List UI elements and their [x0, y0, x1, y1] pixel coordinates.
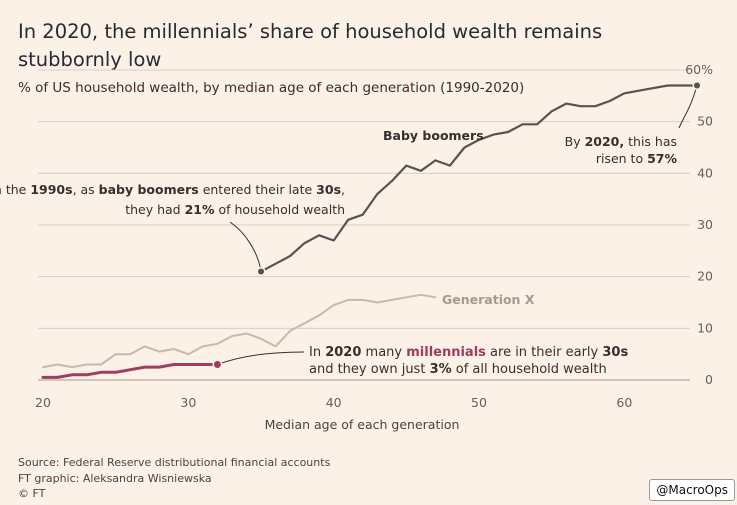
- boomers-series-label: Baby boomers: [383, 128, 484, 143]
- x-tick-label-50: 50: [471, 395, 487, 410]
- x-tick-label-30: 30: [180, 395, 196, 410]
- x-axis-label: Median age of each generation: [265, 417, 460, 432]
- genx-series-label: Generation X: [442, 292, 535, 307]
- x-axis-ticks: 20 30 40 50 60: [35, 395, 632, 410]
- x-tick-label-60: 60: [616, 395, 632, 410]
- boomers-start-marker: [256, 266, 266, 277]
- millennials-end-marker: [212, 359, 223, 370]
- y-tick-label-30: 30: [697, 217, 713, 232]
- boomers-1990s-leader: [229, 221, 262, 272]
- millennials-annotation-line2: and they own just 3% of all household we…: [309, 362, 607, 377]
- grid-lines: [38, 69, 690, 381]
- y-tick-label-40: 40: [697, 165, 713, 180]
- boomers-2020-annotation-line2: risen to 57%: [596, 151, 678, 166]
- boomers-1990s-annotation-line2: they had 21% of household wealth: [125, 202, 345, 217]
- series-line-baby-boomers: [259, 84, 699, 273]
- x-tick-label-20: 20: [35, 395, 51, 410]
- social-handle-badge: @MacroOps: [649, 479, 735, 501]
- y-tick-label-10: 10: [697, 320, 713, 335]
- y-tick-label-60: 60%: [685, 62, 713, 77]
- boomers-2020-annotation-line1: By 2020, this has: [565, 134, 677, 149]
- y-tick-label-50: 50: [697, 114, 713, 129]
- graphic-credit: FT graphic: Aleksandra Wisniewska: [18, 471, 212, 485]
- y-tick-label-0: 0: [705, 372, 713, 387]
- x-tick-label-40: 40: [326, 395, 342, 410]
- copyright: © FT: [18, 487, 46, 500]
- boomers-end-marker: [692, 80, 702, 91]
- chart-subtitle: % of US household wealth, by median age …: [18, 80, 525, 96]
- millennials-annotation-line1: In 2020 many millennials are in their ea…: [309, 345, 628, 360]
- series-lines: [41, 84, 699, 379]
- y-axis-ticks: 0 10 20 30 40 50 60%: [685, 62, 713, 387]
- series-line-generation-x: [42, 293, 437, 369]
- boomers-2020-leader: [678, 85, 698, 129]
- chart-title: In 2020, the millennials’ share of house…: [18, 20, 603, 71]
- boomers-1990s-annotation-line1: In the 1990s, as baby boomers entered th…: [0, 182, 345, 197]
- source-line: Source: Federal Reserve distributional f…: [18, 456, 331, 469]
- series-line-millennials: [41, 363, 219, 379]
- y-tick-label-20: 20: [697, 269, 713, 284]
- millennials-leader: [217, 351, 305, 365]
- source-notes: Source: Federal Reserve distributional f…: [18, 455, 330, 502]
- series-end-markers: [212, 80, 702, 370]
